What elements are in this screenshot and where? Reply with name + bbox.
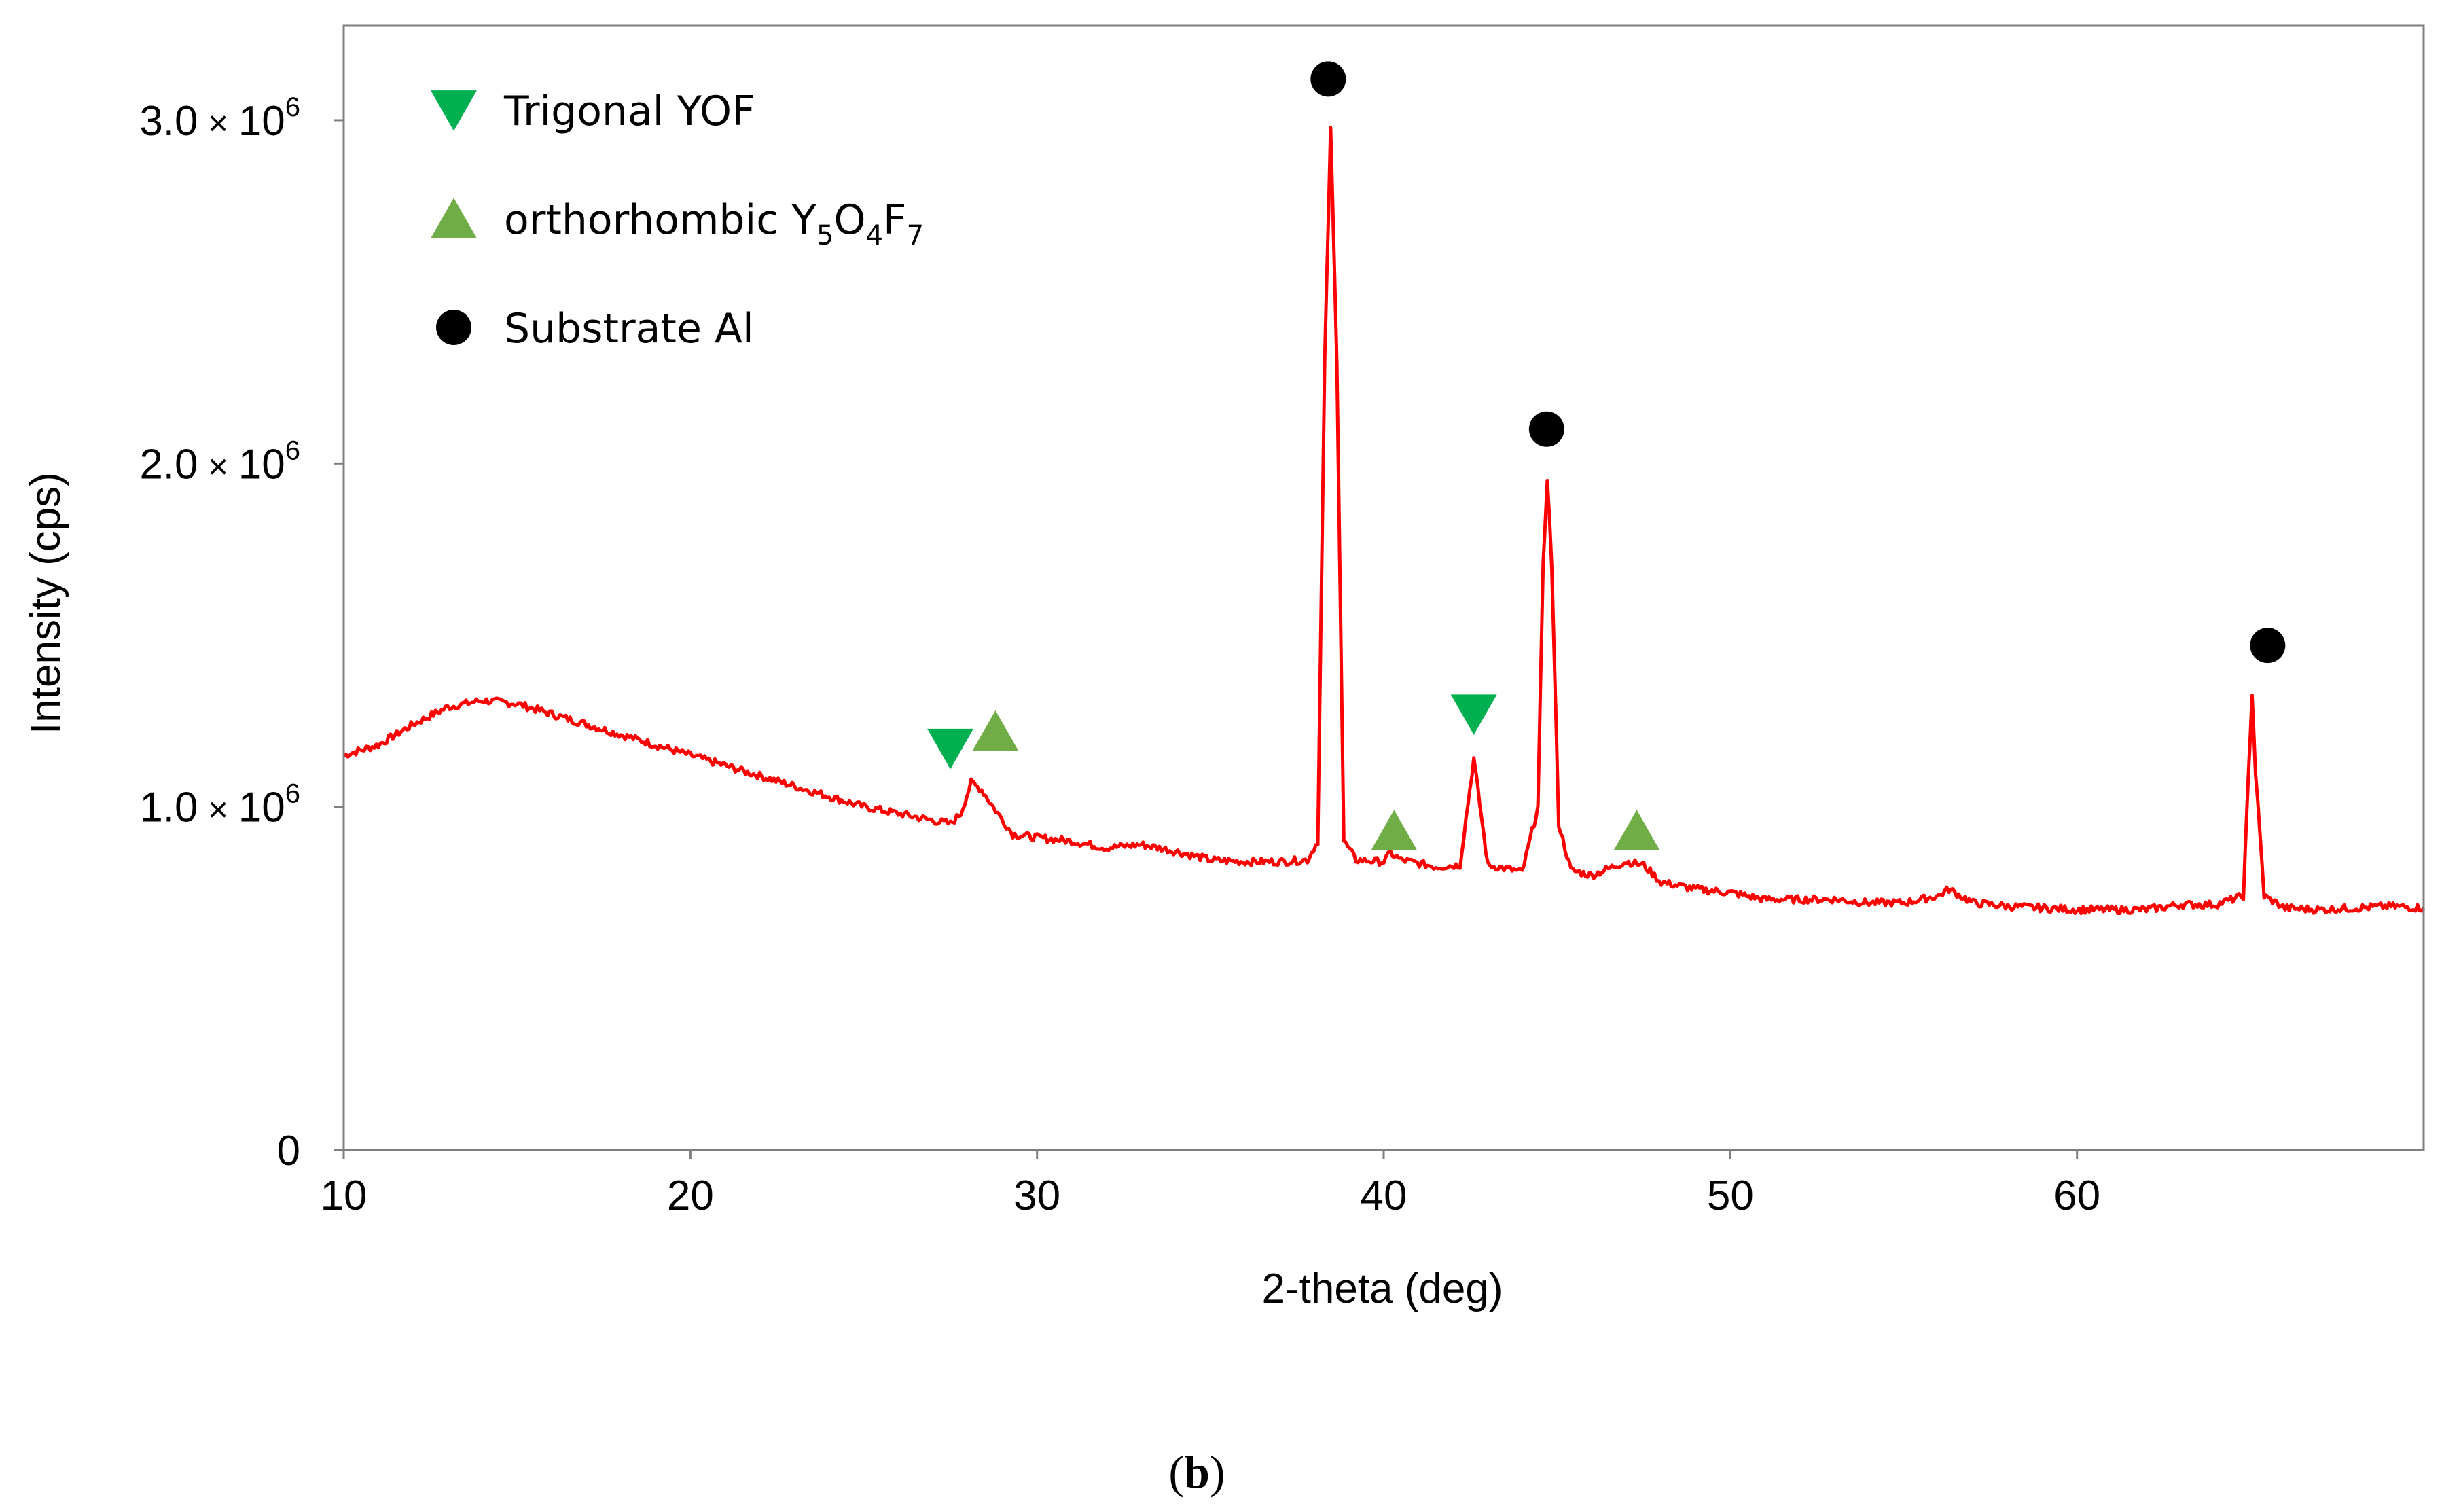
substrate-al-marker <box>2250 628 2286 664</box>
y-tick-times: × <box>198 104 238 143</box>
trigonal-yof-marker <box>1450 694 1497 735</box>
plot-area <box>342 126 2426 916</box>
legend-label-part: 5 <box>816 220 833 251</box>
y-tick-mantissa: 3.0 <box>139 98 198 145</box>
y-tick-times: × <box>198 447 238 486</box>
legend-label-part: O <box>833 196 865 244</box>
legend-triangle-down-icon <box>431 90 477 131</box>
x-tick-label: 40 <box>1361 1172 1407 1219</box>
y-tick-exponent: 6 <box>285 435 300 465</box>
substrate-al-marker <box>1310 61 1346 97</box>
y-tick-label: 2.0 × 106 <box>139 435 300 488</box>
panel-label: (b) <box>1168 1446 1225 1498</box>
legend-label-part: Trigonal YOF <box>503 88 755 135</box>
substrate-al-marker <box>1528 411 1564 447</box>
y-tick-exponent: 6 <box>285 779 300 809</box>
legend-triangle-up-icon <box>431 198 477 238</box>
legend: Trigonal YOF orthorhombic Y5O4F7 Substrate… <box>431 88 924 353</box>
x-tick-label: 20 <box>667 1172 714 1219</box>
plot-frame <box>342 24 2425 1151</box>
legend-label-part: orthorhombic Y <box>504 196 816 244</box>
series-line <box>342 126 2426 916</box>
panel-label-close: ) <box>1210 1446 1225 1498</box>
legend-label: orthorhombic Y5O4F7 <box>504 196 924 251</box>
legend-label-part: 4 <box>866 220 883 251</box>
y-tick-label: 0 <box>277 1128 300 1174</box>
y-tick-exponent: 6 <box>285 92 300 122</box>
y-tick-mantissa: 1.0 <box>139 785 198 831</box>
x-tick-label: 10 <box>321 1172 367 1219</box>
y-tick-base: 10 <box>238 441 285 488</box>
legend-label: Substrate Al <box>504 305 754 353</box>
y-tick-times: × <box>198 791 238 830</box>
peak-markers <box>927 61 2286 850</box>
trigonal-yof-marker <box>927 728 974 770</box>
y-tick-mantissa: 0 <box>277 1128 300 1174</box>
y-tick-label: 3.0 × 106 <box>139 92 300 145</box>
x-tick-label: 60 <box>2053 1172 2100 1219</box>
orthorhombic-marker <box>1371 810 1418 850</box>
legend-label-part: 7 <box>907 220 924 251</box>
y-axis-label: Intensity (cps) <box>22 472 69 734</box>
y-tick-label: 1.0 × 106 <box>139 779 300 831</box>
legend-circle-icon <box>436 310 471 345</box>
legend-label: Trigonal YOF <box>503 88 755 135</box>
orthorhombic-marker <box>1613 810 1660 850</box>
y-tick-mantissa: 2.0 <box>139 441 198 488</box>
x-tick-label: 30 <box>1013 1172 1060 1219</box>
legend-label-part: Substrate Al <box>504 305 754 353</box>
orthorhombic-marker <box>972 710 1019 751</box>
x-axis-label: 2-theta (deg) <box>1262 1265 1503 1312</box>
panel-label-open: ( <box>1168 1446 1184 1498</box>
y-tick-base: 10 <box>238 98 285 145</box>
panel-label-letter: b <box>1184 1446 1210 1498</box>
y-tick-base: 10 <box>238 785 285 831</box>
x-tick-label: 50 <box>1707 1172 1754 1219</box>
legend-label-part: F <box>883 196 907 244</box>
